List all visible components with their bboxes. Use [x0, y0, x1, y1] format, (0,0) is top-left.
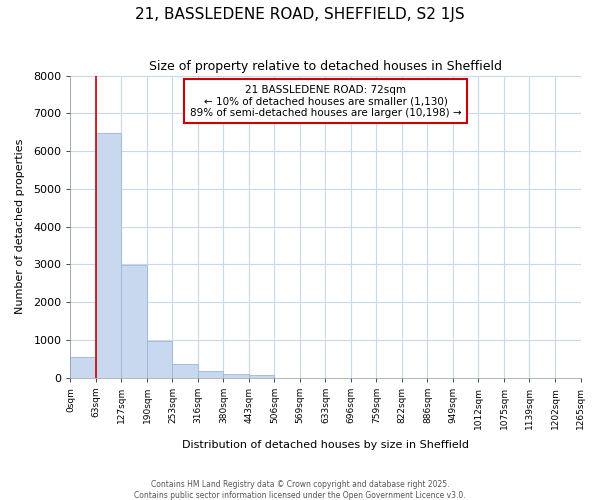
Bar: [172, 364, 198, 378]
Y-axis label: Number of detached properties: Number of detached properties: [15, 139, 25, 314]
Bar: [70, 356, 96, 378]
Bar: [96, 133, 121, 378]
Text: 21, BASSLEDENE ROAD, SHEFFIELD, S2 1JS: 21, BASSLEDENE ROAD, SHEFFIELD, S2 1JS: [135, 8, 465, 22]
Bar: [223, 374, 249, 378]
Bar: [198, 371, 223, 378]
Title: Size of property relative to detached houses in Sheffield: Size of property relative to detached ho…: [149, 60, 502, 73]
Bar: [147, 340, 172, 378]
Bar: [121, 265, 147, 378]
Text: 21 BASSLEDENE ROAD: 72sqm
← 10% of detached houses are smaller (1,130)
89% of se: 21 BASSLEDENE ROAD: 72sqm ← 10% of detac…: [190, 84, 461, 118]
X-axis label: Distribution of detached houses by size in Sheffield: Distribution of detached houses by size …: [182, 440, 469, 450]
Text: Contains HM Land Registry data © Crown copyright and database right 2025.
Contai: Contains HM Land Registry data © Crown c…: [134, 480, 466, 500]
Bar: [249, 376, 274, 378]
